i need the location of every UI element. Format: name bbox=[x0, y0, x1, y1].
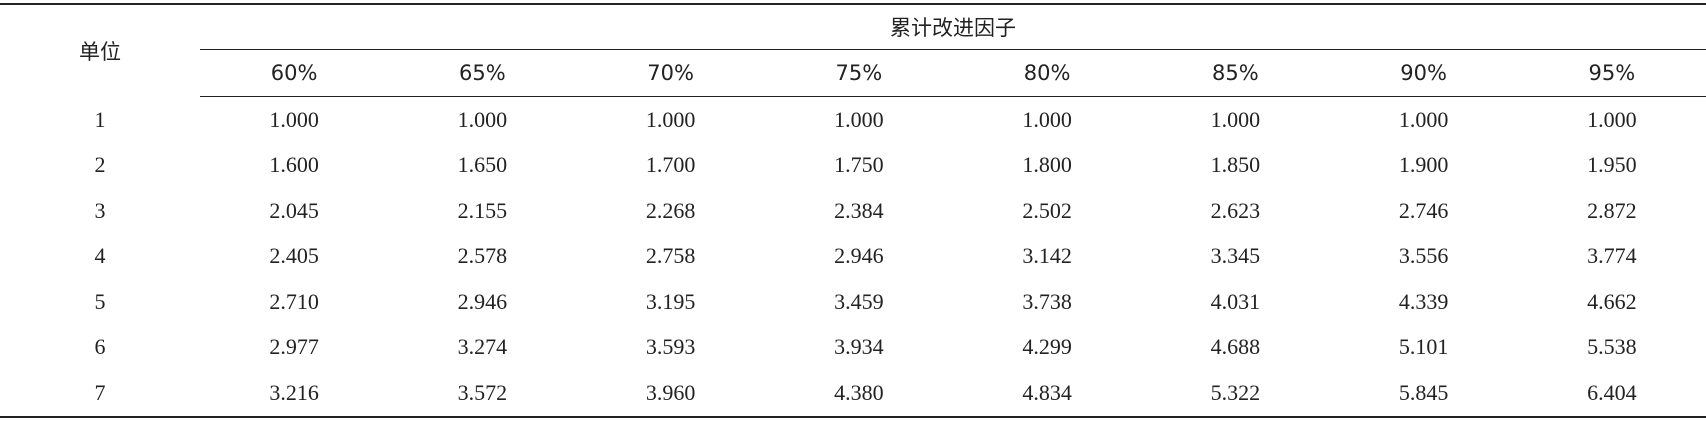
value-cell: 2.946 bbox=[834, 243, 884, 269]
value-cell: 1.700 bbox=[645, 152, 696, 178]
column-header: 80% bbox=[953, 49, 1142, 97]
value-cell: 3.459 bbox=[834, 288, 884, 314]
value-cell: 1.850 bbox=[1210, 152, 1261, 178]
column-header: 85% bbox=[1141, 49, 1330, 97]
value-cell: 3.142 bbox=[1022, 243, 1072, 269]
value-cell: 4.031 bbox=[1210, 288, 1261, 314]
header-row: 单位 累计改进因子 bbox=[0, 3, 1706, 97]
value-cell: 4.662 bbox=[1587, 288, 1637, 314]
value-cell: 1.950 bbox=[1587, 152, 1637, 178]
value-cell: 2.405 bbox=[269, 243, 319, 269]
value-cell: 3.195 bbox=[645, 288, 696, 314]
value-cell: 2.977 bbox=[269, 334, 319, 360]
group-header: 累计改进因子 bbox=[200, 3, 1706, 50]
value-cell: 1.000 bbox=[1398, 106, 1449, 132]
value-cell: 2.045 bbox=[269, 197, 319, 223]
column-header-row: 60% 65% 70% 75% 80% 85% 90% 95% bbox=[0, 49, 1706, 97]
column-header: 70% bbox=[576, 49, 765, 97]
column-header: 60% bbox=[200, 49, 389, 97]
table-row: 6 2.977 3.274 3.593 3.934 4.299 4.688 5.101 5.53… bbox=[0, 325, 1706, 371]
value-cell: 2.578 bbox=[457, 243, 508, 269]
unit-cell: 6 bbox=[94, 334, 106, 360]
value-cell: 4.380 bbox=[764, 370, 953, 418]
value-cell: 4.834 bbox=[953, 370, 1142, 418]
value-cell: 2.502 bbox=[1022, 197, 1072, 223]
value-cell: 2.155 bbox=[457, 197, 508, 223]
unit-cell: 2 bbox=[94, 152, 106, 178]
value-cell: 5.538 bbox=[1587, 334, 1637, 360]
value-cell: 5.101 bbox=[1398, 334, 1449, 360]
unit-cell: 3 bbox=[94, 197, 106, 223]
column-header: 90% bbox=[1329, 49, 1518, 97]
value-cell: 2.268 bbox=[645, 197, 696, 223]
value-cell: 6.404 bbox=[1517, 370, 1706, 418]
value-cell: 1.000 bbox=[834, 106, 884, 132]
value-cell: 3.345 bbox=[1210, 243, 1261, 269]
value-cell: 3.960 bbox=[576, 370, 765, 418]
value-cell: 3.934 bbox=[834, 334, 884, 360]
value-cell: 1.800 bbox=[1022, 152, 1072, 178]
column-header: 65% bbox=[388, 49, 577, 97]
value-cell: 2.746 bbox=[1398, 197, 1449, 223]
value-cell: 3.572 bbox=[388, 370, 577, 418]
table-body: 1 1.000 1.000 1.000 1.000 1.000 1.000 1.000 1.00… bbox=[0, 97, 1706, 418]
value-cell: 3.556 bbox=[1398, 243, 1449, 269]
value-cell: 4.339 bbox=[1398, 288, 1449, 314]
value-cell: 1.650 bbox=[457, 152, 508, 178]
table-header: 单位 累计改进因子 60% 65% 70% 75% 80% 85% 90% 95% bbox=[0, 3, 1706, 97]
value-cell: 1.900 bbox=[1398, 152, 1449, 178]
unit-cell: 7 bbox=[0, 370, 200, 418]
table-row: 1 1.000 1.000 1.000 1.000 1.000 1.000 1.000 1.00… bbox=[0, 97, 1706, 143]
value-cell: 3.774 bbox=[1587, 243, 1637, 269]
data-table: 单位 累计改进因子 60% 65% 70% 75% 80% 85% 90% 95% 1 1.00… bbox=[0, 3, 1706, 418]
column-header: 75% bbox=[764, 49, 953, 97]
value-cell: 3.593 bbox=[645, 334, 696, 360]
unit-header: 单位 bbox=[0, 3, 200, 97]
unit-cell: 1 bbox=[94, 106, 106, 132]
value-cell: 1.000 bbox=[1587, 106, 1637, 132]
value-cell: 2.710 bbox=[269, 288, 319, 314]
value-cell: 2.946 bbox=[457, 288, 508, 314]
value-cell: 1.000 bbox=[645, 106, 696, 132]
value-cell: 1.000 bbox=[1210, 106, 1261, 132]
value-cell: 3.216 bbox=[200, 370, 389, 418]
table-row: 7 3.216 3.572 3.960 4.380 4.834 5.322 5.845 6.40… bbox=[0, 370, 1706, 418]
value-cell: 5.845 bbox=[1329, 370, 1518, 418]
value-cell: 3.738 bbox=[1022, 288, 1072, 314]
value-cell: 5.322 bbox=[1141, 370, 1330, 418]
value-cell: 2.872 bbox=[1587, 197, 1637, 223]
value-cell: 1.000 bbox=[457, 106, 508, 132]
value-cell: 2.623 bbox=[1210, 197, 1261, 223]
table-row: 2 1.600 1.650 1.700 1.750 1.800 1.850 1.900 1.95… bbox=[0, 143, 1706, 189]
column-header: 95% bbox=[1517, 49, 1706, 97]
value-cell: 3.274 bbox=[457, 334, 508, 360]
value-cell: 1.000 bbox=[269, 106, 319, 132]
table-row: 4 2.405 2.578 2.758 2.946 3.142 3.345 3.556 3.77… bbox=[0, 234, 1706, 280]
table-row: 3 2.045 2.155 2.268 2.384 2.502 2.623 2.746 2.87… bbox=[0, 188, 1706, 234]
page: 单位 累计改进因子 60% 65% 70% 75% 80% 85% 90% 95% 1 1.00… bbox=[0, 3, 1706, 421]
table-row: 5 2.710 2.946 3.195 3.459 3.738 4.031 4.339 4.66… bbox=[0, 279, 1706, 325]
value-cell: 4.299 bbox=[1022, 334, 1072, 360]
value-cell: 4.688 bbox=[1210, 334, 1261, 360]
value-cell: 1.600 bbox=[269, 152, 319, 178]
unit-cell: 5 bbox=[94, 288, 106, 314]
value-cell: 2.758 bbox=[645, 243, 696, 269]
unit-cell: 4 bbox=[94, 243, 106, 269]
value-cell: 2.384 bbox=[834, 197, 884, 223]
value-cell: 1.750 bbox=[834, 152, 884, 178]
value-cell: 1.000 bbox=[1022, 106, 1072, 132]
